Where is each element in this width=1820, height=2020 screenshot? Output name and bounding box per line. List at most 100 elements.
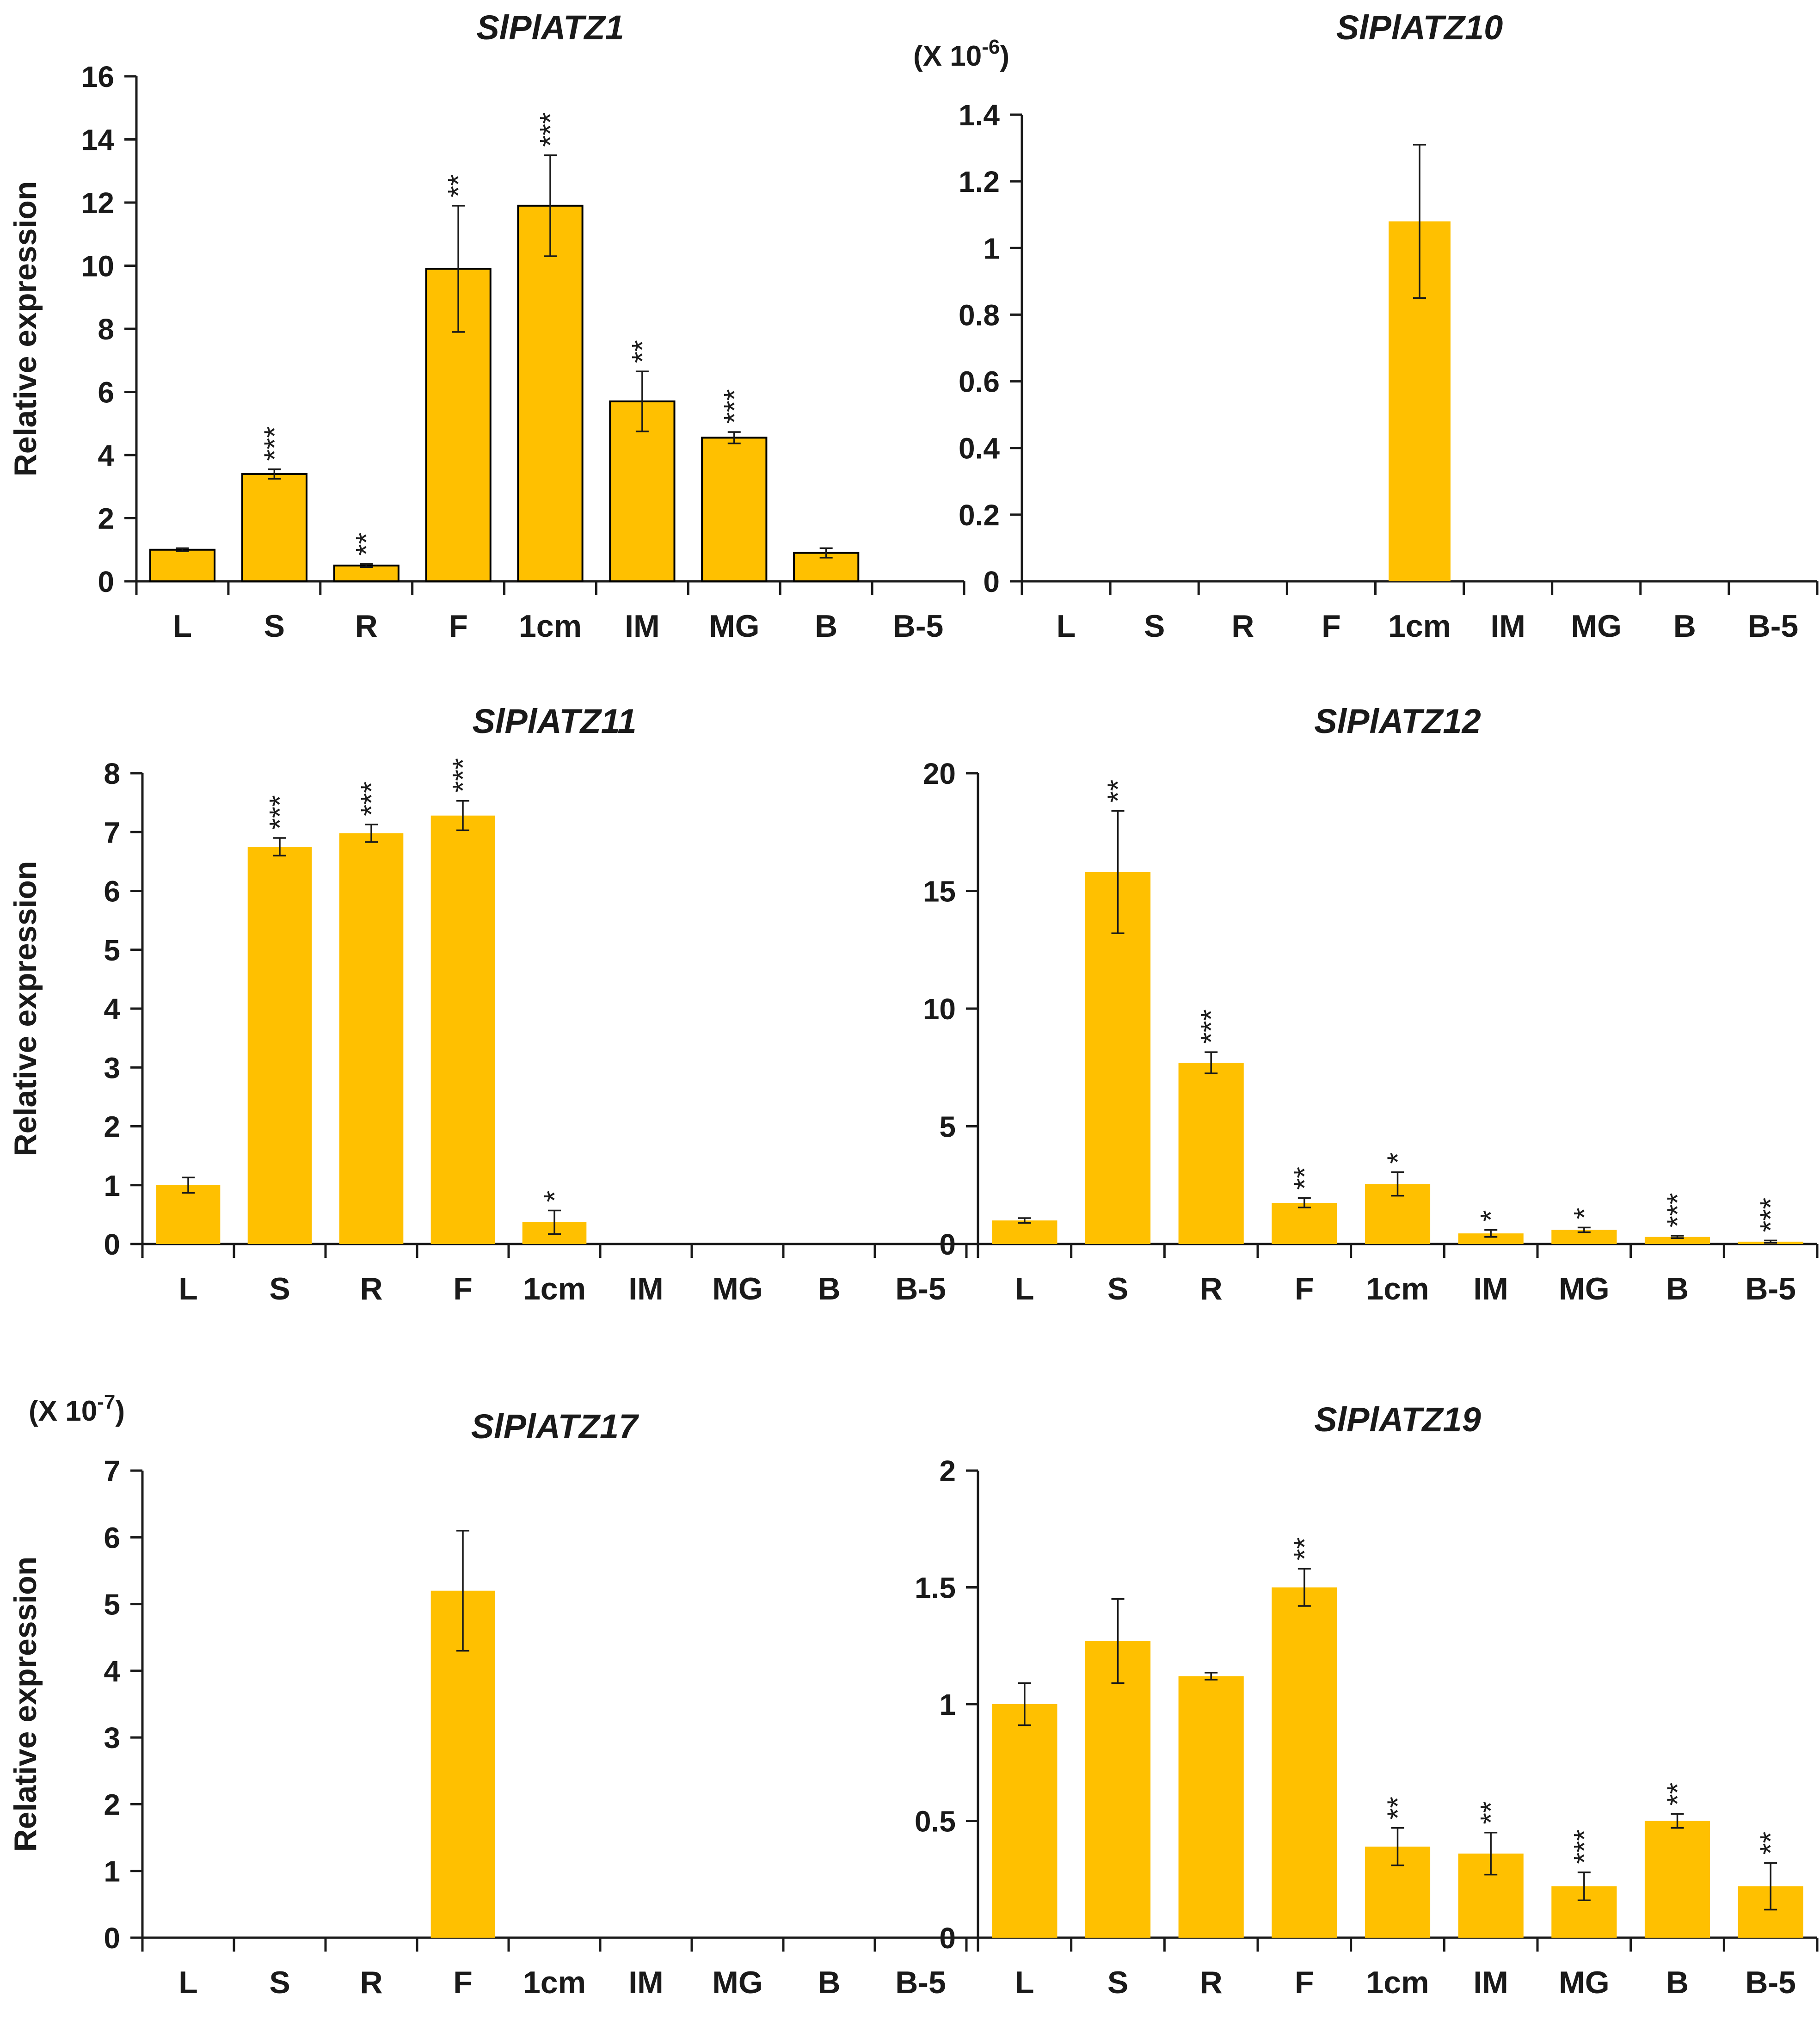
significance-marker: ***: [355, 782, 388, 816]
x-tick-label: L: [178, 1271, 198, 1306]
x-tick-label: L: [1057, 609, 1076, 644]
chart-title: SlPlATZ12: [1314, 702, 1481, 740]
x-tick-label: 1cm: [1366, 1965, 1429, 2000]
significance-marker: ***: [258, 426, 291, 461]
bar: [333, 564, 400, 582]
bar: [430, 815, 495, 1244]
x-tick-label: 1cm: [1366, 1271, 1429, 1306]
x-tick-label: 1cm: [523, 1271, 586, 1306]
y-tick-label: 1.5: [915, 1571, 956, 1605]
y-tick-label: 2: [104, 1788, 120, 1821]
x-tick-label: MG: [1559, 1965, 1610, 2000]
x-tick-label: R: [1231, 609, 1254, 644]
chart-title: SlPlATZ19: [1314, 1400, 1481, 1439]
y-tick-label: 2: [104, 1110, 120, 1144]
x-tick-label: F: [453, 1965, 473, 2000]
y-tick-label: 0.5: [915, 1805, 956, 1838]
y-tick-label: 14: [81, 123, 115, 157]
y-tick-label: 6: [104, 1521, 120, 1554]
x-tick-label: B-5: [895, 1271, 946, 1306]
y-tick-label: 4: [104, 1655, 120, 1688]
bar: [701, 437, 768, 583]
y-axis-label: Relative expression: [8, 181, 43, 477]
significance-marker: **: [1661, 1783, 1694, 1806]
significance-marker: ***: [1661, 1193, 1694, 1227]
x-tick-label: IM: [1473, 1965, 1508, 2000]
significance-marker: ***: [534, 112, 567, 147]
bar: [1644, 1237, 1710, 1244]
significance-marker: ***: [1568, 1829, 1601, 1864]
bar: [1458, 1233, 1524, 1244]
x-tick-label: IM: [1490, 609, 1525, 644]
significance-marker: *: [1381, 1152, 1414, 1164]
x-tick-label: L: [1015, 1965, 1034, 2000]
bar: [149, 548, 216, 582]
x-tick-label: B: [818, 1271, 840, 1306]
significance-marker: *: [1474, 1210, 1507, 1222]
x-tick-label: B: [1673, 609, 1696, 644]
y-tick-label: 20: [923, 757, 956, 790]
y-tick-label: 5: [939, 1110, 956, 1144]
y-tick-label: 0.8: [959, 298, 1000, 332]
y-tick-label: 6: [98, 376, 114, 409]
y-tick-label: 1: [939, 1688, 956, 1721]
x-tick-label: B: [1666, 1271, 1689, 1306]
y-tick-label: 5: [104, 934, 120, 967]
x-tick-label: MG: [712, 1965, 763, 2000]
y-axis-label: Relative expression: [8, 861, 43, 1157]
x-tick-label: S: [1107, 1965, 1128, 2000]
x-tick-label: IM: [628, 1965, 664, 2000]
y-tick-label: 0: [983, 565, 1000, 598]
scale-note: (X 10-6): [913, 36, 1009, 72]
x-tick-label: MG: [1559, 1271, 1610, 1306]
x-tick-label: S: [1107, 1271, 1128, 1306]
y-tick-label: 12: [81, 186, 114, 220]
significance-marker: **: [626, 340, 659, 363]
y-tick-label: 0.2: [959, 499, 1000, 532]
significance-marker: **: [1381, 1797, 1414, 1820]
x-tick-label: B: [815, 609, 837, 644]
chart-title: SlPlATZ17: [471, 1407, 639, 1446]
bar: [156, 1185, 221, 1244]
x-tick-label: B-5: [895, 1965, 946, 2000]
chart-panel: SlPlATZ12 0 5 10 15 20 L ** S *** R ** F * 1cm * IM * MG **…: [923, 702, 1819, 1306]
x-tick-label: R: [1200, 1271, 1223, 1306]
x-tick-label: F: [1295, 1965, 1314, 2000]
x-tick-label: F: [449, 609, 468, 644]
y-tick-label: 5: [104, 1588, 120, 1621]
chart-panel: SlPlATZ1 Relative expression 0 2 4 6 8 10 12 14 16…: [8, 8, 965, 644]
x-tick-label: R: [355, 609, 378, 644]
significance-marker: *: [1568, 1207, 1601, 1219]
y-tick-label: 8: [104, 757, 120, 790]
chart-panel: SlPlATZ17 (X 10-7) Relative expression 0 1 2 3…: [8, 1391, 968, 2000]
x-tick-label: MG: [709, 609, 760, 644]
y-tick-label: 16: [81, 60, 114, 93]
x-tick-label: S: [269, 1965, 290, 2000]
y-tick-label: 3: [104, 1051, 120, 1084]
significance-marker: ***: [1754, 1198, 1787, 1232]
significance-marker: **: [1288, 1537, 1321, 1560]
x-tick-label: R: [360, 1965, 382, 2000]
chart-title: SlPlATZ11: [472, 702, 636, 740]
scale-note: (X 10-7): [29, 1391, 125, 1427]
bar: [241, 473, 307, 582]
y-tick-label: 0.4: [959, 432, 1000, 465]
bar: [1272, 1202, 1337, 1244]
chart-title: SlPlATZ10: [1336, 8, 1503, 47]
y-tick-label: 1: [104, 1855, 120, 1888]
x-tick-label: L: [178, 1965, 198, 2000]
x-tick-label: MG: [1571, 609, 1622, 644]
x-tick-label: S: [269, 1271, 290, 1306]
y-tick-label: 1: [983, 232, 1000, 265]
bar: [517, 204, 584, 582]
bar: [992, 1704, 1058, 1938]
x-tick-label: IM: [625, 609, 660, 644]
y-tick-label: 2: [939, 1454, 956, 1488]
x-tick-label: B: [1666, 1965, 1689, 2000]
significance-marker: **: [1288, 1167, 1321, 1190]
y-axis-label: Relative expression: [8, 1557, 43, 1852]
bar: [1272, 1587, 1337, 1938]
y-tick-label: 6: [104, 875, 120, 908]
